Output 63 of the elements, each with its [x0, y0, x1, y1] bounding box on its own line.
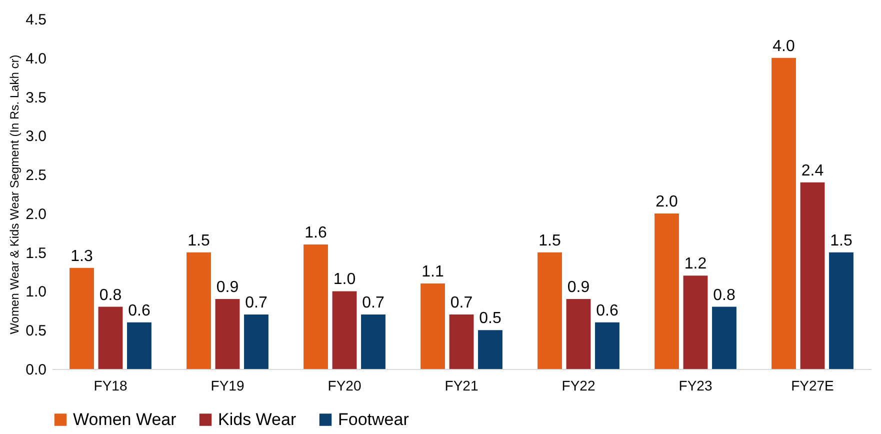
bar: [800, 182, 825, 369]
bar: [449, 314, 474, 369]
legend-label: Kids Wear: [218, 410, 296, 429]
data-label: 1.6: [304, 224, 327, 242]
data-label: 2.4: [801, 162, 824, 180]
y-tick-label: 1.5: [26, 244, 46, 262]
data-label: 0.9: [216, 279, 239, 296]
bar: [215, 299, 240, 369]
x-tick-label: FY20: [328, 378, 362, 394]
bar: [420, 283, 445, 369]
y-tick-label: 2.0: [26, 206, 46, 223]
data-label: 1.5: [538, 232, 561, 250]
bar: [361, 314, 386, 369]
x-tick-label: FY27E: [791, 378, 834, 394]
bar: [538, 252, 562, 369]
legend-label: Footwear: [338, 410, 410, 429]
data-label: 2.0: [656, 193, 678, 210]
data-label: 0.7: [245, 294, 268, 312]
data-label: 4.0: [772, 38, 795, 55]
data-label: 0.8: [99, 286, 122, 304]
y-tick-label: 0.0: [26, 362, 46, 378]
data-label: 0.7: [362, 294, 384, 312]
data-label: 1.5: [188, 232, 210, 250]
bar: [829, 252, 854, 369]
data-label: 0.5: [479, 310, 502, 328]
data-label: 1.1: [422, 263, 444, 280]
data-label: 0.8: [713, 286, 736, 304]
bar: [654, 213, 679, 369]
y-tick-label: 0.5: [26, 322, 46, 340]
bar: [98, 306, 123, 369]
y-tick-label: 4.0: [26, 50, 46, 68]
data-label: 1.0: [333, 271, 356, 288]
y-tick-label: 3.0: [26, 128, 46, 146]
bar: [244, 314, 268, 369]
y-tick-label: 1.0: [26, 284, 46, 301]
bar: [595, 322, 620, 369]
bar: [304, 244, 328, 369]
y-axis-title: Women Wear & Kids Wear Segment (In Rs. Lakh cr): [8, 54, 22, 334]
x-tick-label: FY19: [210, 378, 244, 394]
x-tick-label: FY21: [444, 378, 478, 394]
data-label: 0.6: [128, 302, 150, 320]
bar: [566, 299, 591, 369]
bar: [70, 268, 94, 369]
y-tick-label: 3.5: [26, 89, 46, 106]
x-tick-label: FY23: [678, 378, 712, 394]
data-label: 0.6: [596, 302, 618, 320]
data-label: 1.5: [830, 232, 852, 250]
bar: [683, 276, 708, 369]
data-label: 1.2: [684, 256, 707, 273]
legend-label: Women Wear: [73, 410, 177, 429]
y-tick-label: 4.5: [26, 12, 46, 28]
bar: [186, 252, 211, 369]
data-label: 0.7: [450, 294, 473, 312]
bar: [332, 291, 357, 369]
bar: [127, 322, 152, 369]
bar: [712, 306, 736, 369]
data-label: 0.9: [567, 279, 590, 296]
bar: [478, 330, 502, 369]
x-tick-label: FY22: [562, 378, 596, 394]
data-label: 1.3: [70, 248, 93, 265]
y-tick-label: 2.5: [26, 167, 46, 184]
x-tick-label: FY18: [94, 378, 128, 394]
bar: [772, 58, 796, 369]
